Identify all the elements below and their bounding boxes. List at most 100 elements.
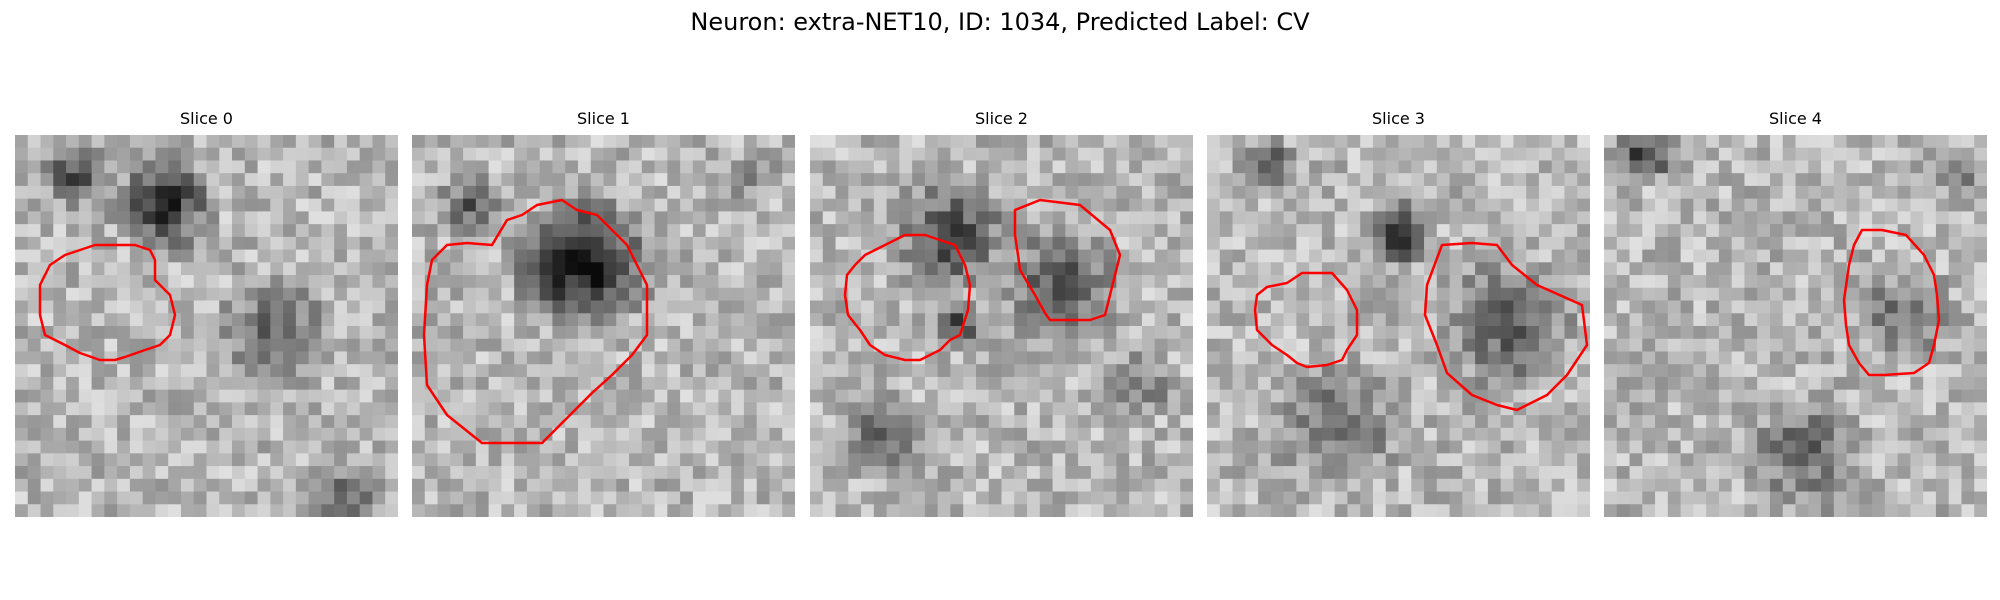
pixel	[488, 351, 502, 365]
pixel	[1564, 224, 1578, 238]
pixel	[129, 440, 144, 454]
pixel	[654, 491, 668, 505]
pixel	[1449, 415, 1463, 429]
pixel	[590, 364, 605, 378]
pixel	[1232, 453, 1246, 467]
pixel	[565, 287, 579, 302]
pixel	[1833, 147, 1848, 162]
pixel	[78, 326, 93, 340]
pixel	[1270, 185, 1285, 200]
pixel	[756, 389, 771, 403]
pixel	[912, 160, 926, 174]
pixel	[1309, 160, 1323, 174]
pixel	[848, 224, 862, 238]
pixel	[321, 491, 335, 505]
pixel	[1372, 338, 1387, 353]
pixel	[1270, 466, 1285, 480]
pixel	[1616, 287, 1631, 302]
pixel	[514, 326, 528, 340]
pixel	[1334, 160, 1349, 174]
pixel	[1001, 453, 1015, 467]
pixel	[1795, 236, 1809, 251]
pixel	[1052, 504, 1066, 517]
pixel	[78, 135, 93, 149]
pixel	[963, 135, 977, 149]
pixel	[1782, 415, 1797, 429]
pixel	[53, 491, 67, 505]
pixel	[295, 135, 310, 149]
pixel	[565, 389, 579, 403]
pixel	[1782, 147, 1797, 162]
pixel	[1718, 338, 1733, 353]
pixel	[1334, 198, 1349, 212]
pixel	[950, 440, 964, 454]
pixel	[142, 364, 157, 378]
pixel	[1411, 160, 1425, 174]
pixel	[1245, 287, 1259, 302]
pixel	[1706, 351, 1720, 365]
pixel	[450, 211, 464, 225]
pixel	[1655, 427, 1669, 442]
pixel	[1398, 504, 1412, 517]
pixel	[1961, 389, 1975, 403]
pixel	[539, 275, 554, 289]
pixel	[142, 211, 157, 225]
pixel	[1693, 427, 1707, 442]
pixel	[1296, 326, 1310, 340]
pixel	[66, 326, 80, 340]
pixel	[1629, 427, 1643, 442]
pixel	[1897, 427, 1911, 442]
pixel	[769, 415, 783, 429]
pixel	[334, 466, 348, 480]
pixel	[1385, 160, 1400, 174]
pixel	[1808, 415, 1822, 429]
pixel	[1655, 198, 1669, 212]
pixel	[1693, 440, 1707, 454]
pixel	[308, 160, 322, 174]
pixel	[15, 313, 29, 327]
pixel	[1283, 364, 1297, 378]
pixel	[1039, 376, 1054, 391]
pixel	[1449, 326, 1463, 340]
pixel	[577, 453, 592, 467]
pixel	[1475, 135, 1489, 149]
pixel	[321, 198, 335, 212]
pixel	[104, 402, 118, 416]
pixel	[975, 185, 990, 200]
pixel	[1961, 466, 1975, 480]
pixel	[1207, 262, 1221, 276]
pixel	[193, 185, 208, 200]
pixel	[1782, 236, 1797, 251]
pixel	[66, 440, 80, 454]
pixel	[1258, 415, 1272, 429]
pixel	[1974, 135, 1987, 149]
pixel	[1846, 147, 1860, 162]
pixel	[180, 147, 195, 162]
pixel	[552, 504, 566, 517]
pixel	[1103, 147, 1117, 162]
pixel	[769, 427, 783, 442]
pixel	[975, 440, 990, 454]
pixel	[142, 351, 157, 365]
pixel	[450, 351, 464, 365]
pixel	[412, 147, 426, 162]
pixel	[1884, 275, 1899, 289]
pixel	[590, 287, 605, 302]
pixel	[1232, 160, 1246, 174]
pixel	[886, 224, 900, 238]
pixel	[1642, 326, 1656, 340]
pixel	[963, 173, 977, 187]
pixel	[692, 185, 707, 200]
pixel	[616, 185, 630, 200]
pixel	[1604, 287, 1618, 302]
pixel	[206, 211, 220, 225]
pixel	[873, 275, 888, 289]
pixel	[950, 427, 964, 442]
pixel	[1321, 326, 1336, 340]
pixel	[1360, 427, 1374, 442]
pixel	[1027, 173, 1041, 187]
pixel	[1718, 415, 1733, 429]
pixel	[1538, 440, 1553, 454]
pixel	[526, 466, 541, 480]
pixel	[475, 478, 490, 493]
